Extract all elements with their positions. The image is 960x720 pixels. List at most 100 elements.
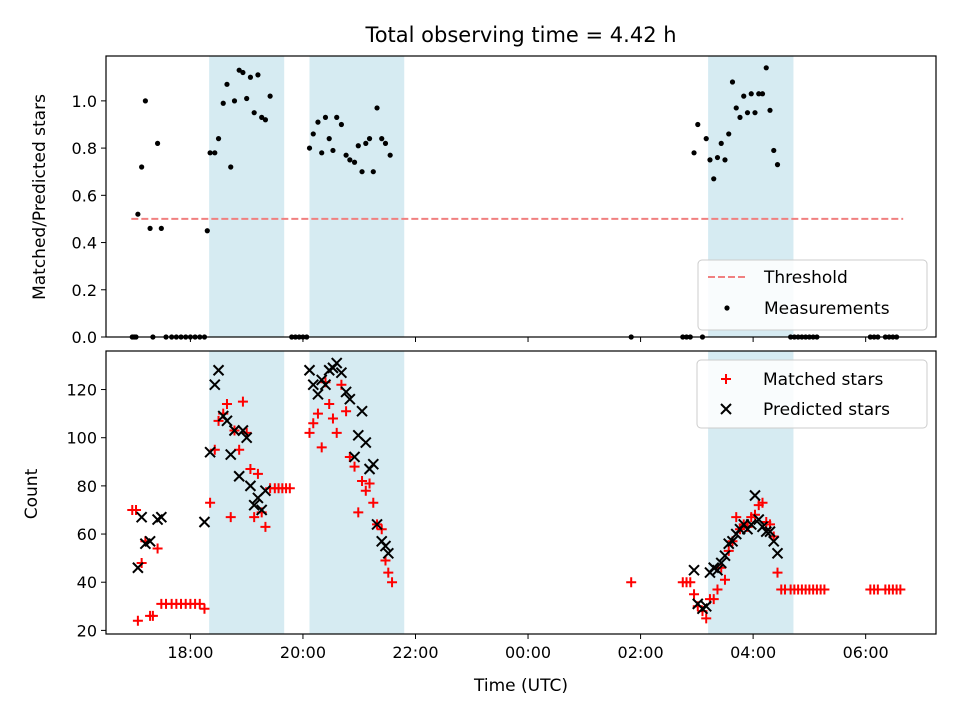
measurement-point xyxy=(351,159,358,165)
measurement-point xyxy=(139,164,145,170)
predicted-star-point xyxy=(228,424,241,437)
y-tick-label: 1.0 xyxy=(72,92,97,111)
measurement-point xyxy=(262,117,269,123)
matched-star-point xyxy=(357,476,368,487)
matched-star-point xyxy=(225,512,236,523)
y-tick-label: 40 xyxy=(77,573,97,592)
predicted-star-point xyxy=(209,379,221,391)
bottom-y-axis-label: Count xyxy=(22,468,42,519)
matched-star-point xyxy=(731,512,742,523)
measurement-point xyxy=(355,143,361,149)
matched-star-point xyxy=(387,577,398,588)
measurement-point xyxy=(737,114,743,120)
predicted-star-point xyxy=(319,379,332,391)
measurement-point xyxy=(306,145,313,151)
measurement-point xyxy=(711,176,717,182)
x-tick-label: 06:00 xyxy=(843,643,889,662)
matched-star-point xyxy=(147,610,158,621)
measurement-point xyxy=(326,136,332,142)
measurement-point xyxy=(259,114,265,120)
measurement-point xyxy=(691,150,697,156)
measurement-point xyxy=(231,98,238,104)
legend-measurements-swatch xyxy=(724,305,730,311)
axes-frame xyxy=(105,55,937,338)
measurement-point xyxy=(767,107,773,113)
measurement-point xyxy=(330,147,336,154)
predicted-star-point xyxy=(204,446,216,458)
measurement-point xyxy=(158,225,164,231)
measurement-point xyxy=(763,65,769,71)
measurement-point xyxy=(741,93,747,99)
predicted-star-point xyxy=(340,386,352,398)
x-tick-label: 02:00 xyxy=(618,643,664,662)
predicted-star-point xyxy=(348,451,361,463)
matched-star-point xyxy=(689,589,700,600)
matched-star-point xyxy=(316,442,327,453)
predicted-star-point xyxy=(379,540,392,552)
measurement-point xyxy=(759,91,766,97)
measurement-point xyxy=(315,119,321,125)
predicted-star-point xyxy=(371,518,383,531)
matched-star-point xyxy=(341,406,352,417)
measurement-point xyxy=(228,164,234,170)
matched-star-point xyxy=(237,396,248,407)
x-tick-label: 04:00 xyxy=(730,643,776,662)
predicted-star-point xyxy=(225,448,237,461)
matched-star-point xyxy=(205,497,216,508)
legend-matched-swatch xyxy=(721,374,731,384)
predicted-star-point xyxy=(688,564,700,576)
measurement-point xyxy=(771,147,777,154)
predicted-star-point xyxy=(248,499,260,511)
matched-star-point xyxy=(324,398,335,409)
predicted-star-point xyxy=(312,388,324,401)
predicted-star-point xyxy=(259,484,272,497)
x-tick-label: 20:00 xyxy=(280,643,326,662)
y-tick-label: 60 xyxy=(77,525,97,544)
predicted-star-point xyxy=(760,525,772,538)
matched-star-point xyxy=(304,427,315,438)
matched-star-point xyxy=(719,574,730,585)
matched-star-point xyxy=(252,468,263,479)
predicted-star-point xyxy=(132,562,144,574)
measurement-point xyxy=(204,228,210,234)
matched-star-point xyxy=(757,497,768,508)
measurement-point xyxy=(267,93,273,99)
y-tick-label: 20 xyxy=(77,621,97,640)
measurement-point xyxy=(207,150,213,156)
y-tick-label: 0.8 xyxy=(72,139,97,158)
top-y-axis-label: Matched/Predicted stars xyxy=(30,94,50,300)
predicted-star-point xyxy=(360,436,372,449)
x-axis-label: Time (UTC) xyxy=(473,676,568,696)
measurement-point xyxy=(744,110,751,116)
predicted-star-point xyxy=(715,557,727,569)
matched-star-point xyxy=(331,427,342,438)
measurement-point xyxy=(334,114,340,120)
measurement-point xyxy=(224,81,230,87)
measurement-point xyxy=(382,140,389,146)
measurement-point xyxy=(322,114,329,120)
matched-star-point xyxy=(308,418,319,429)
predicted-star-point xyxy=(382,547,395,560)
y-tick-label: 80 xyxy=(77,477,97,496)
predicted-star-point xyxy=(144,535,156,547)
matched-star-point xyxy=(819,584,830,595)
measurement-point xyxy=(733,105,739,111)
measurement-point xyxy=(347,157,353,163)
measurement-point xyxy=(387,152,393,158)
legend-predicted-swatch xyxy=(720,403,732,415)
x-tick-label: 00:00 xyxy=(505,643,551,662)
predicted-star-point xyxy=(719,550,731,562)
predicted-star-point xyxy=(753,513,765,526)
measurement-point xyxy=(722,157,728,163)
predicted-star-point xyxy=(745,518,757,531)
matched-star-point xyxy=(685,577,696,588)
measurement-point xyxy=(343,152,349,158)
predicted-star-point xyxy=(726,535,739,547)
shaded-interval xyxy=(309,56,405,337)
measurement-point xyxy=(370,169,376,175)
measurement-point xyxy=(244,95,250,102)
bottom-panel: 20 40 60 80 100 120 18:00 20:00 22:00 00:00 02:00 0… xyxy=(66,350,937,662)
measurement-point xyxy=(718,140,724,146)
matched-star-point xyxy=(221,398,232,409)
matched-star-point xyxy=(199,603,210,614)
